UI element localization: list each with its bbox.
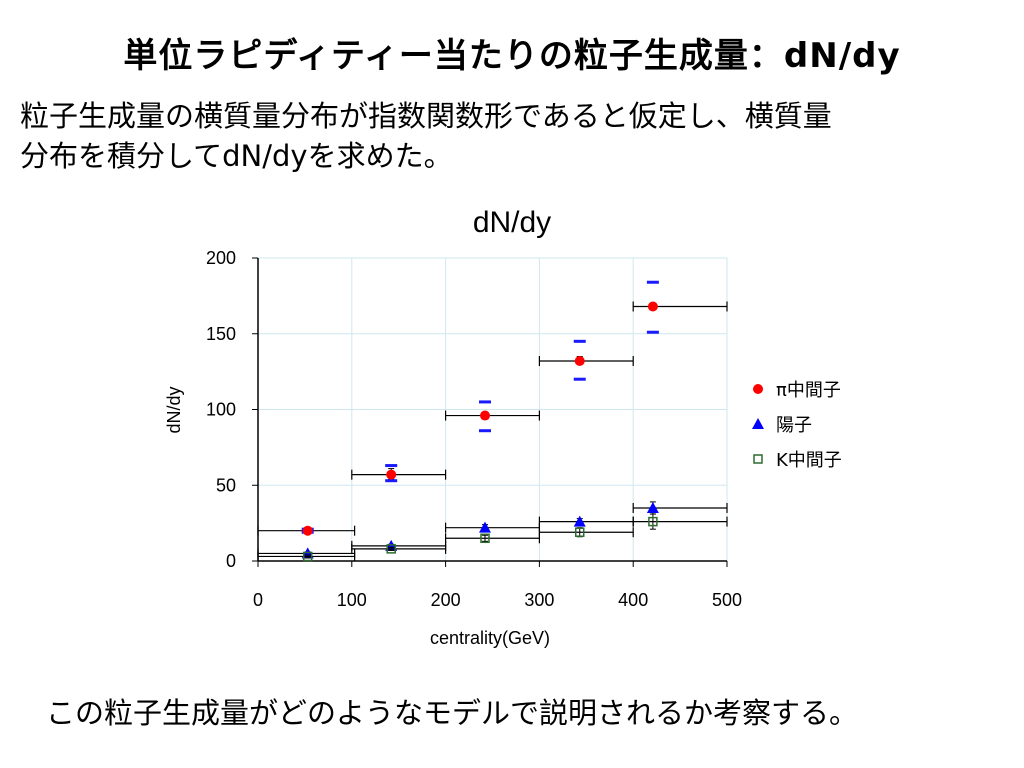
- legend-marker: [753, 454, 763, 464]
- series-0-point-0: [257, 525, 356, 536]
- series-2-marker: [574, 527, 585, 537]
- series-0-marker: [479, 410, 490, 421]
- intro-line-1: 粒子生成量の横質量分布が指数関数形であると仮定し、横質量: [20, 99, 832, 133]
- legend-marker: [752, 418, 764, 429]
- x-tick-label: 0: [253, 590, 263, 610]
- legend-label: π中間子: [776, 380, 841, 401]
- x-axis-label: centrality(GeV): [430, 628, 550, 648]
- series-0-point-2: [445, 400, 541, 433]
- series-1-marker: [478, 521, 491, 533]
- series-0-marker: [647, 301, 658, 312]
- legend-item-0: π中間子: [753, 380, 841, 401]
- series-0-marker: [302, 525, 313, 536]
- series-0-marker: [574, 356, 585, 367]
- y-axis-label: dN/dy: [164, 386, 184, 433]
- intro-line-2: 分布を積分してdN/dyを求めた。: [20, 139, 453, 173]
- series-2-point-4: [632, 513, 728, 530]
- legend-label: K中間子: [776, 450, 842, 471]
- series-0-marker: [386, 469, 397, 480]
- plot-axes: 0 100 200 300 400 500 0 50 100 150 200: [206, 248, 742, 610]
- plot-marks: [257, 280, 728, 562]
- y-tick-label: 200: [206, 248, 236, 268]
- x-tick-label: 500: [712, 590, 742, 610]
- intro-text: 粒子生成量の横質量分布が指数関数形であると仮定し、横質量 分布を積分してdN/d…: [20, 96, 1010, 176]
- legend-item-2: K中間子: [753, 450, 842, 471]
- series-2-point-1: [351, 543, 447, 554]
- legend-label: 陽子: [776, 415, 812, 436]
- footer-text: この粒子生成量がどのようなモデルで説明されるか考察する。: [46, 696, 859, 730]
- legend-item-1: 陽子: [752, 415, 812, 436]
- series-0-point-1: [351, 464, 447, 483]
- series-2-point-2: [445, 533, 541, 544]
- series-0-point-4: [632, 280, 728, 334]
- y-tick-label: 150: [206, 324, 236, 344]
- legend-marker: [753, 384, 763, 394]
- chart-title: dN/dy: [473, 206, 551, 239]
- series-2-point-0: [257, 551, 356, 562]
- slide-title: 単位ラピディティー当たりの粒子生成量：dN/dy: [123, 36, 901, 76]
- y-tick-label: 100: [206, 400, 236, 420]
- x-tick-label: 100: [337, 590, 367, 610]
- series-2-marker: [302, 551, 313, 562]
- y-tick-label: 0: [226, 551, 236, 571]
- y-tick-label: 50: [216, 475, 236, 495]
- series-1-point-2: [445, 521, 541, 533]
- series-2-marker: [386, 544, 396, 554]
- x-tick-label: 400: [618, 590, 648, 610]
- series-1-marker: [573, 515, 586, 527]
- series-2-marker: [648, 516, 658, 527]
- series-2-marker: [480, 533, 490, 544]
- x-tick-label: 200: [431, 590, 461, 610]
- series-1-marker: [646, 501, 659, 513]
- x-tick-label: 300: [524, 590, 554, 610]
- series-0-point-3: [538, 339, 634, 381]
- series-2-point-3: [538, 527, 634, 538]
